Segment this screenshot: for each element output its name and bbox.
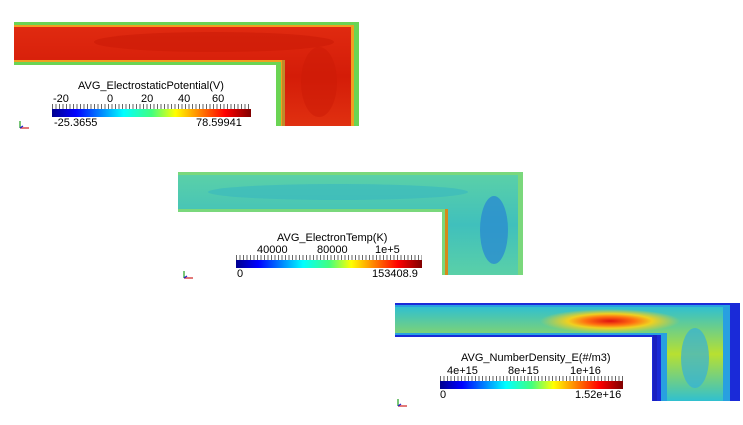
etemp-min-label: 0	[237, 268, 244, 280]
potential-tick: -20	[53, 93, 69, 105]
potential-max-label: 78.59941	[196, 117, 242, 129]
etemp-max-label: 153408.9	[372, 268, 418, 280]
potential-field-plot	[14, 22, 359, 126]
potential-panel: AVG_ElectrostaticPotential(V) -20 0 20 4…	[14, 22, 359, 129]
orientation-axes-icon	[19, 121, 29, 129]
etemp-colorbar-title: AVG_ElectronTemp(K)	[277, 232, 388, 244]
ndensity-tick: 4e+15	[447, 365, 478, 377]
ndensity-max-label: 1.52e+16	[575, 389, 622, 401]
ndensity-tick: 8e+15	[508, 365, 539, 377]
ndensity-colorbar	[440, 376, 623, 389]
ndensity-panel: AVG_NumberDensity_E(#/m3) 4e+15 8e+15 1e…	[395, 303, 740, 401]
etemp-colorbar	[236, 255, 422, 268]
ndensity-min-label: 0	[440, 389, 447, 401]
potential-tick: 0	[107, 93, 114, 105]
potential-tick: 20	[141, 93, 154, 105]
potential-tick: 60	[212, 93, 225, 105]
ndensity-colorbar-title: AVG_NumberDensity_E(#/m3)	[461, 352, 611, 364]
etemp-tick: 80000	[317, 244, 348, 256]
orientation-axes-icon	[183, 271, 193, 279]
potential-min-label: -25.3655	[54, 117, 98, 129]
etemp-panel: AVG_ElectronTemp(K) 40000 80000 1e+5 0 1…	[178, 172, 523, 280]
etemp-tick: 1e+5	[375, 244, 400, 256]
potential-colorbar	[52, 104, 251, 117]
etemp-field-plot	[178, 172, 523, 275]
potential-colorbar-title: AVG_ElectrostaticPotential(V)	[78, 80, 224, 92]
potential-tick: 40	[178, 93, 191, 105]
ndensity-field-plot	[395, 303, 740, 401]
etemp-tick: 40000	[257, 244, 288, 256]
orientation-axes-icon	[397, 399, 407, 407]
ndensity-tick: 1e+16	[570, 365, 601, 377]
